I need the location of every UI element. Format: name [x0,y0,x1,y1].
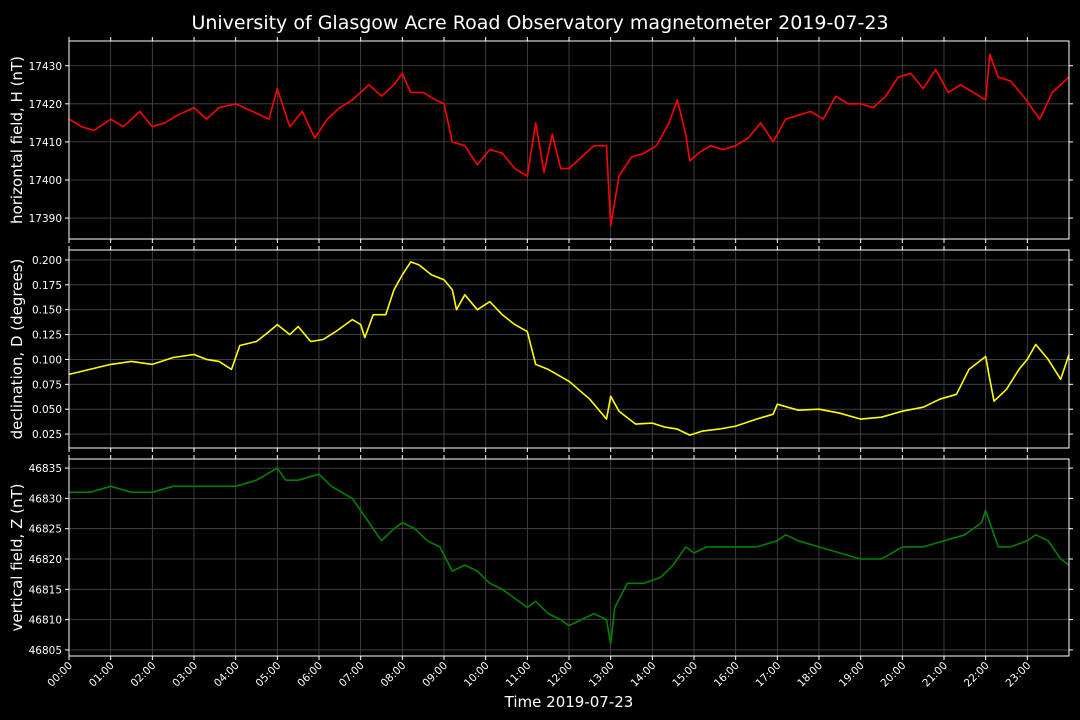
chart-title: University of Glasgow Acre Road Observat… [191,12,888,34]
y-tick-label-z: 46820 [29,554,62,566]
y-tick-label-d: 0.075 [32,379,62,391]
y-tick-label-d: 0.050 [32,404,62,416]
x-axis-label: Time 2019-07-23 [504,693,634,711]
y-tick-label-d: 0.125 [32,330,62,342]
y-tick-label-d: 0.150 [32,305,62,317]
y-tick-label-z: 46835 [29,463,62,475]
y-tick-label-h: 17410 [29,137,62,149]
axes-frame-h [68,40,1070,240]
y-axis-label-h: horizontal field, H (nT) [8,56,26,224]
panel-z: 46805 46810 46815 46820 46825 46830 46835verti… [8,455,1073,660]
panel-d: 0.025 0.050 0.075 0.100 0.125 0.150 0.175 0.200… [8,246,1073,452]
y-tick-label-z: 46830 [29,493,62,505]
y-tick-label-h: 17430 [29,61,62,73]
y-axis-label-z: vertical field, Z (nT) [8,483,26,631]
y-tick-label-z: 46825 [29,524,62,536]
y-tick-label-d: 0.200 [32,255,62,267]
series-line-z [69,467,1070,645]
series-line-d [68,261,1070,436]
y-tick-label-h: 17390 [29,213,62,225]
axes-frame-d [68,249,1070,449]
y-tick-label-d: 0.025 [32,429,62,441]
y-tick-label-d: 0.175 [32,280,62,292]
y-tick-label-z: 46805 [29,645,62,657]
y-axis-label-d: declination, D (degrees) [8,259,26,440]
y-tick-label-z: 46810 [29,615,62,627]
y-tick-label-h: 17400 [29,175,62,187]
y-tick-label-h: 17420 [29,99,62,111]
series-line-h [68,53,1070,227]
axes-frame-z [68,458,1070,657]
y-tick-label-d: 0.100 [32,354,62,366]
y-tick-label-z: 46815 [29,584,62,596]
